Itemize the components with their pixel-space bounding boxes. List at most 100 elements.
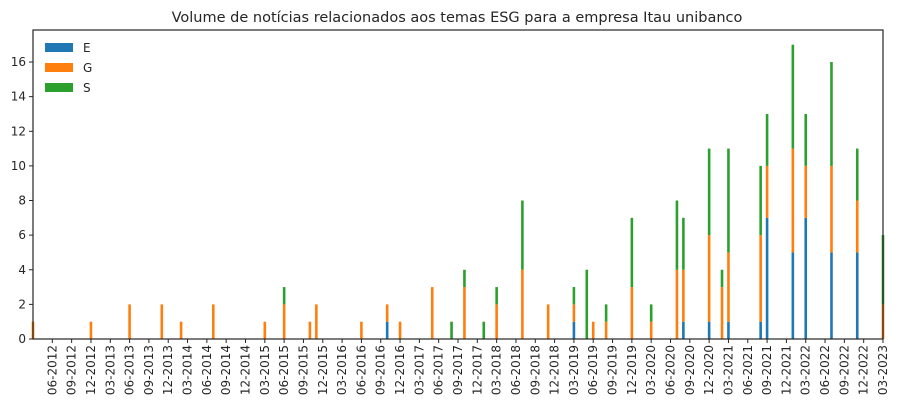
bar-g-10-2015 xyxy=(308,321,312,339)
bar-e-11-2022 xyxy=(855,252,859,339)
x-tick-label: 03-2014 xyxy=(181,345,195,395)
x-tick-label: 12-2018 xyxy=(548,345,562,395)
x-tick-label: 03-2017 xyxy=(412,345,426,395)
x-tick-label: 12-2021 xyxy=(779,345,793,395)
bar-s-06-2015 xyxy=(282,287,286,305)
bar-s-01-2022 xyxy=(791,44,795,149)
bar-s-03-2020 xyxy=(649,304,653,322)
y-tick-label: 14 xyxy=(11,90,26,104)
x-tick-label: 03-2016 xyxy=(335,345,349,395)
y-tick-label: 0 xyxy=(18,332,26,346)
x-tick-label: 12-2012 xyxy=(84,345,98,395)
x-tick-label: 03-2013 xyxy=(103,345,117,395)
plot-frame xyxy=(32,29,884,340)
x-tick-label: 12-2015 xyxy=(316,345,330,395)
chart-title: Volume de notícias relacionados aos tema… xyxy=(172,10,743,26)
bar-g-08-2019 xyxy=(604,321,608,339)
bar-s-07-2022 xyxy=(830,62,833,166)
bar-g-07-2018 xyxy=(521,269,524,339)
y-tick-label: 8 xyxy=(18,194,26,208)
bar-s-07-2018 xyxy=(521,200,524,270)
bar-e-03-2019 xyxy=(572,321,576,339)
bar-g-06-2013 xyxy=(128,304,131,339)
x-tick-label: 12-2013 xyxy=(161,345,175,395)
bar-g-11-2013 xyxy=(160,304,164,339)
bar-s-08-2017 xyxy=(450,321,453,339)
bar-s-08-2021 xyxy=(759,165,762,236)
bar-s-10-2017 xyxy=(463,269,466,288)
x-tick-label: 06-2016 xyxy=(354,345,368,395)
bar-s-03-2018 xyxy=(495,287,498,305)
bar-g-01-2022 xyxy=(791,148,795,253)
x-tick-label: 12-2019 xyxy=(625,345,639,395)
y-axis: 0 2 4 6 8 10 12 14 16 xyxy=(11,55,33,346)
bar-s-12-2019 xyxy=(630,217,634,288)
x-tick-label: 06-2022 xyxy=(818,345,832,395)
y-tick-label: 2 xyxy=(18,297,26,311)
bar-g-11-2022 xyxy=(855,200,859,253)
x-tick-label: 12-2020 xyxy=(702,345,716,395)
bar-s-08-2019 xyxy=(604,304,608,322)
x-tick-label: 03-2019 xyxy=(567,345,581,395)
bar-g-12-2019 xyxy=(630,287,634,339)
bar-g-09-2021 xyxy=(765,165,769,218)
x-tick-label: 09-2021 xyxy=(760,345,774,395)
bar-g-03-2021 xyxy=(727,252,730,322)
bar-e-08-2020 xyxy=(682,321,685,339)
x-tick-label: 09-2016 xyxy=(374,345,388,395)
bar-g-03-2020 xyxy=(649,321,653,339)
x-tick-label: 12-2022 xyxy=(857,345,871,395)
bar-g-06-2019 xyxy=(591,321,595,339)
bar-g-02-2014 xyxy=(179,321,183,339)
bar-g-08-2020 xyxy=(682,269,685,322)
bar-s-03-2021 xyxy=(727,148,730,253)
x-tick-label: 09-2013 xyxy=(142,345,156,395)
bar-g-06-2016 xyxy=(360,321,363,339)
bar-g-03-2022 xyxy=(804,165,808,218)
x-tick-label: 06-2020 xyxy=(664,345,678,395)
x-tick-label: 03-2021 xyxy=(721,345,735,395)
x-tick-label: 06-2019 xyxy=(586,345,600,395)
bar-g-07-2022 xyxy=(830,165,833,253)
legend: EGS xyxy=(45,41,92,95)
bar-g-10-2016 xyxy=(385,304,389,322)
x-tick-label: 03-2020 xyxy=(644,345,658,395)
bar-e-01-2022 xyxy=(791,252,795,339)
bars-layer xyxy=(31,44,885,339)
x-tick-label: 03-2015 xyxy=(258,345,272,395)
bar-s-09-2021 xyxy=(765,113,769,166)
x-tick-label: 06-2015 xyxy=(277,345,291,395)
x-tick-label: 09-2012 xyxy=(65,345,79,395)
bar-g-12-2012 xyxy=(89,321,93,339)
x-tick-label: 03-2023 xyxy=(876,345,890,395)
x-tick-label: 06-2017 xyxy=(432,345,446,395)
bar-g-03-2019 xyxy=(572,304,576,322)
legend-swatch-g xyxy=(45,63,73,72)
x-tick-label: 12-2017 xyxy=(470,345,484,395)
bar-s-12-2020 xyxy=(707,148,711,236)
bar-g-12-2016 xyxy=(398,321,402,339)
bar-g-10-2017 xyxy=(463,287,466,339)
bar-g-08-2021 xyxy=(759,235,762,322)
bar-s-01-2018 xyxy=(482,321,486,339)
x-tick-label: 09-2018 xyxy=(528,345,542,395)
x-tick-label: 06-2013 xyxy=(123,345,137,395)
bar-g-03-2015 xyxy=(263,321,267,339)
legend-swatch-e xyxy=(45,43,73,52)
x-tick-label: 09-2015 xyxy=(296,345,310,395)
x-tick-label: 12-2014 xyxy=(239,345,253,395)
y-tick-label: 4 xyxy=(18,263,26,277)
bar-e-03-2022 xyxy=(804,217,808,339)
x-tick-label: 06-2014 xyxy=(200,345,214,395)
bar-e-08-2021 xyxy=(759,321,762,339)
legend-swatch-s xyxy=(45,83,73,92)
bar-g-02-2021 xyxy=(720,287,724,339)
bar-g-05-2017 xyxy=(430,287,434,339)
x-tick-label: 09-2014 xyxy=(219,345,233,395)
bar-g-03-2018 xyxy=(495,304,498,339)
x-tick-label: 03-2022 xyxy=(799,345,813,395)
legend-label-s: S xyxy=(83,81,91,95)
bar-s-02-2021 xyxy=(720,269,724,288)
x-tick-label: 09-2022 xyxy=(837,345,851,395)
